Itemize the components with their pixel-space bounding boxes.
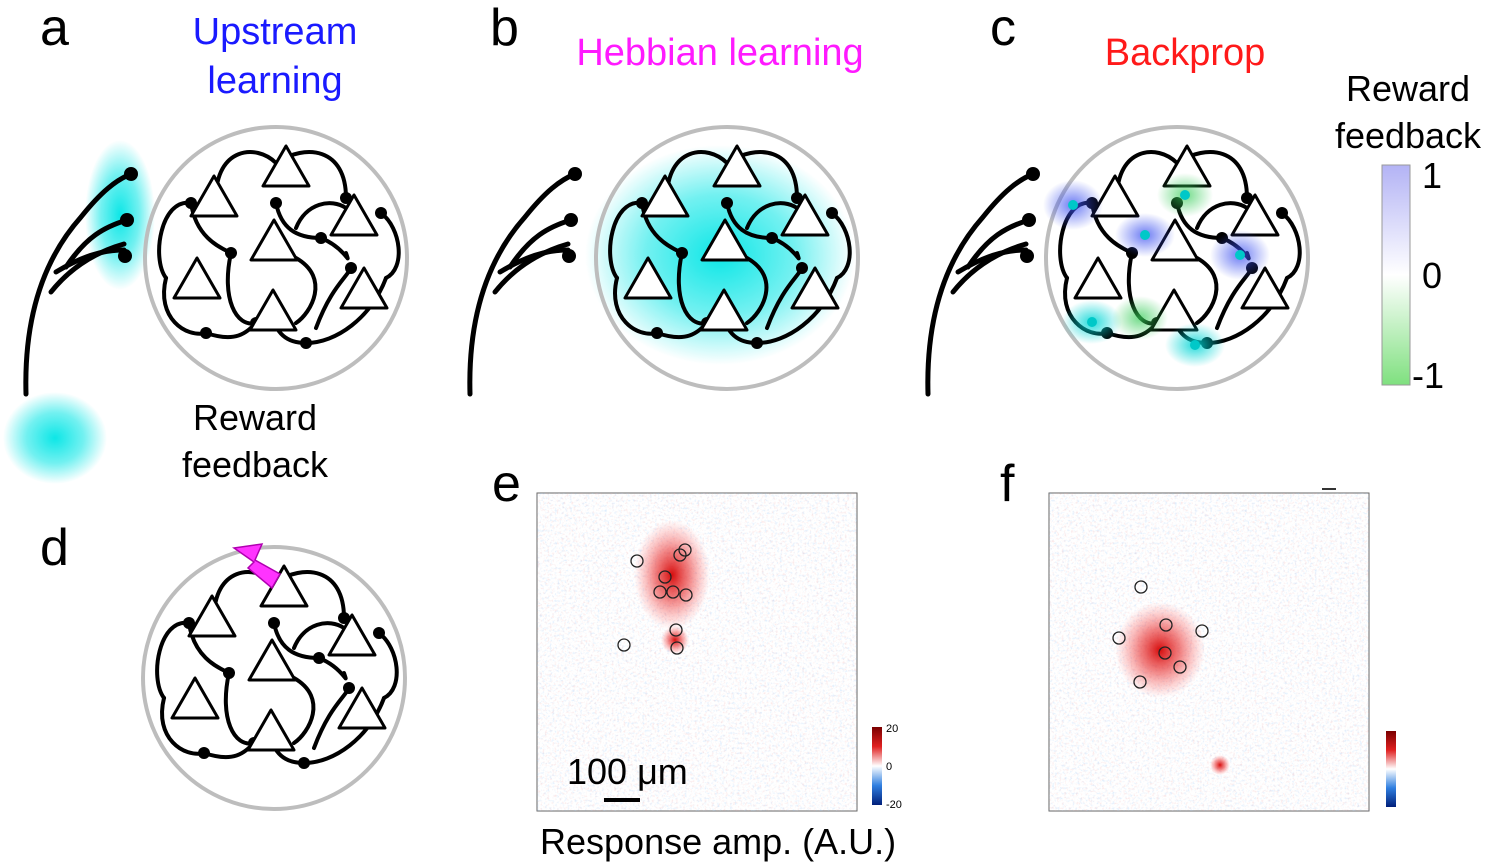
legend-max: 1 — [1422, 155, 1443, 196]
panel-d — [141, 543, 407, 811]
response-hotspot — [661, 626, 689, 654]
panel-label-b: b — [490, 0, 519, 57]
panel-c — [928, 125, 1310, 394]
network-d — [141, 545, 407, 811]
response-hotspot — [634, 520, 710, 630]
roi-circles-f — [1112, 580, 1209, 689]
panel-c-title: Backprop — [1104, 32, 1266, 74]
reward-legend-bar — [1381, 164, 1411, 386]
panel-a-title-line2: learning — [207, 60, 343, 103]
input-fibers-b — [470, 167, 582, 394]
panel-label-a: a — [40, 0, 69, 57]
panel-label-f: f — [1000, 455, 1015, 513]
reward-feedback-label: Reward feedback — [160, 395, 350, 489]
input-fibers-c — [928, 167, 1040, 394]
scale-bar — [604, 798, 640, 802]
legend-title-line1: Reward — [1345, 68, 1471, 109]
panel-e-map — [536, 492, 882, 812]
colorbar-f — [1386, 731, 1396, 807]
reward-feedback-line1: Reward — [192, 397, 318, 438]
panel-label-c: c — [990, 0, 1016, 57]
panel-a-title-line1: Upstream — [192, 11, 358, 53]
colorbar-e-max: 20 — [886, 723, 899, 735]
response-hotspot — [1210, 755, 1230, 775]
scalebar-label: 100 μm — [567, 751, 688, 792]
panel-f-map — [1048, 488, 1396, 812]
legend-title-line2: feedback — [1334, 114, 1482, 156]
response-caption: Response amp. (A.U.) — [540, 821, 897, 862]
network-a — [143, 125, 409, 391]
colorbar-e — [872, 727, 882, 805]
stimulation-bolt-icon — [232, 543, 282, 590]
roi-circles-e — [617, 543, 693, 655]
legend-title: Reward feedback — [1318, 66, 1498, 160]
panel-label-d: d — [40, 519, 69, 577]
panel-b-title: Hebbian learning — [576, 32, 864, 74]
panel-b — [470, 125, 860, 394]
colorbar-e-min: -20 — [886, 799, 902, 811]
legend-min: -1 — [1412, 355, 1445, 396]
reward-feedback-line2: feedback — [181, 443, 329, 485]
colorbar-e-mid: 0 — [886, 761, 893, 773]
reward-glow — [3, 392, 107, 484]
backprop-spot — [1112, 296, 1168, 340]
panel-a-title: Upstream learning — [150, 8, 400, 107]
panel-a — [3, 125, 409, 484]
legend-mid: 0 — [1422, 255, 1443, 296]
panel-label-e: e — [492, 455, 521, 513]
